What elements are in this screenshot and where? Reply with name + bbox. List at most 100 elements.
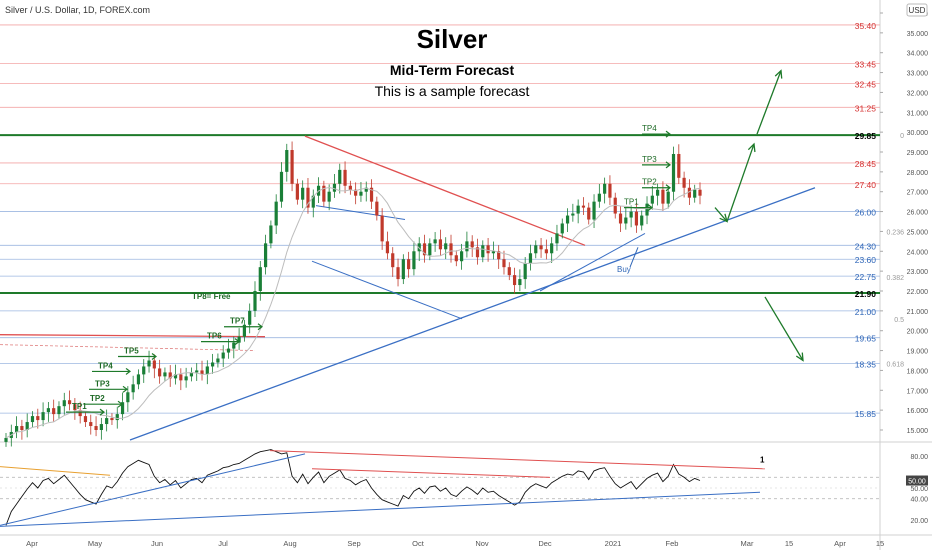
resistance-label: 32.45 (855, 79, 877, 89)
candle-body (677, 153, 681, 178)
candle-body (645, 203, 649, 216)
support-label: 23.60 (855, 255, 877, 265)
candle-body (115, 414, 119, 421)
candle-body (597, 193, 601, 202)
candle-body (338, 169, 342, 184)
candle-body (475, 247, 480, 258)
candle-body (62, 400, 66, 407)
candle-body (332, 183, 337, 192)
candle-body (417, 243, 421, 252)
candle-body (364, 187, 368, 192)
candle-body (354, 189, 358, 196)
forecast-arrow-up-2-head (774, 69, 783, 79)
candle-body (576, 205, 580, 214)
price-tick-label: 24.000 (907, 249, 929, 256)
target-arrow-head (257, 323, 263, 331)
candle-body (78, 410, 82, 417)
candle-body (232, 342, 236, 349)
candle-body (396, 267, 400, 280)
target-label-historic: TP6 (207, 332, 222, 341)
target-arrow-head (665, 130, 671, 138)
candle-body (422, 243, 427, 256)
target-label-historic: TP2 (90, 394, 105, 403)
candle-body (359, 191, 363, 196)
candle-body (518, 279, 522, 286)
target-label-historic: TP1 (72, 402, 87, 411)
price-tick-label: 20.000 (907, 329, 929, 336)
price-tick-label: 15.000 (907, 428, 929, 435)
support-label: 18.35 (855, 359, 877, 369)
forecast-arrow-up-2 (756, 70, 782, 135)
candle-body (20, 426, 24, 430)
candle-body (587, 207, 591, 220)
support-label: 19.65 (855, 334, 877, 344)
candle-body (52, 408, 56, 415)
price-tick-label: 32.000 (907, 90, 929, 97)
target-arrow-head (647, 204, 653, 212)
candle-body (269, 225, 273, 244)
candle-body (560, 223, 564, 234)
candle-body (99, 424, 103, 430)
candle-body (523, 263, 527, 280)
candle-body (444, 243, 448, 250)
moving-average (5, 186, 701, 439)
candle-body (608, 183, 612, 198)
candle-body (491, 251, 495, 254)
candle-body (385, 241, 390, 254)
fib-label: 0.236 (886, 229, 904, 236)
rsi-tick-label: 80.00 (910, 454, 928, 461)
candle-body (618, 213, 623, 224)
forecast-arrow-up-1 (726, 143, 755, 222)
channel-lower-line (311, 260, 463, 320)
candle-body (581, 205, 586, 208)
moving-average-line (5, 186, 701, 439)
forecast-arrow-down-2-head (795, 352, 804, 362)
time-tick-label: 2021 (605, 539, 622, 548)
candle-body (152, 360, 156, 369)
candle-body (391, 253, 395, 268)
resistance-label: 35.40 (855, 21, 877, 31)
time-tick-label: Apr (834, 539, 846, 548)
support-label: 22.75 (855, 272, 877, 282)
candle-body (226, 348, 231, 353)
price-tick-label: 34.000 (907, 51, 929, 58)
target-label-historic: TP5 (124, 347, 139, 356)
price-tick-label: 23.000 (907, 269, 929, 276)
falling-resistance-trendline (304, 135, 586, 246)
candle-body (412, 251, 416, 270)
rsi-tick-label: 40.00 (910, 497, 928, 504)
candle-body (89, 422, 93, 427)
target-label-recent: TP3 (642, 155, 657, 164)
currency-badge[interactable] (906, 3, 928, 17)
candle-body (67, 400, 72, 405)
old-resistance-dashed (0, 344, 256, 351)
candle-body (279, 171, 284, 202)
time-tick-label: Aug (283, 539, 296, 548)
candle-body (131, 384, 135, 393)
candle-body (263, 243, 268, 268)
target-label-recent: TP4 (642, 124, 657, 133)
candle-body (83, 416, 88, 423)
rsi-value-badge-label: 50.00 (908, 479, 926, 486)
fib-label: 0.382 (886, 275, 904, 282)
candle-body (433, 239, 437, 244)
candle-body (253, 291, 257, 311)
candle-body (497, 251, 501, 260)
candle-body (105, 418, 109, 425)
candle-body (211, 362, 215, 367)
candle-body (687, 187, 692, 198)
candle-body (184, 376, 188, 381)
old-resistance-trendline (0, 334, 266, 338)
price-tick-label: 31.000 (907, 110, 929, 117)
target-arrow-head (117, 400, 123, 408)
candle-body (179, 374, 183, 381)
rsi-support-line-1 (0, 453, 306, 526)
candle-body (200, 370, 204, 375)
candle-body (656, 189, 660, 196)
target-label-historic: TP8= Free (192, 292, 231, 301)
candle-body (661, 189, 665, 204)
candle-body (671, 153, 676, 192)
